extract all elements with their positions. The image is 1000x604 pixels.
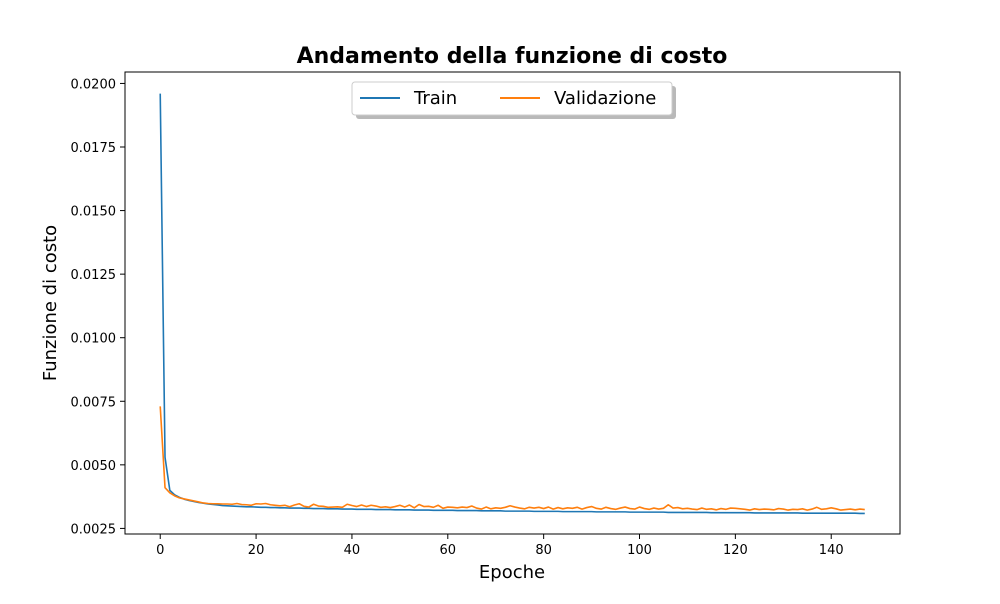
x-tick-label: 60 (440, 543, 457, 558)
series-line-validazione (159, 406, 865, 511)
x-tick-label: 0 (156, 543, 164, 558)
y-axis-label: Funzione di costo (40, 225, 61, 381)
x-tick-label: 100 (627, 543, 652, 558)
legend: Train Validazione (351, 81, 676, 119)
y-tick-label: 0.0200 (71, 77, 117, 92)
y-axis: 0.0025 0.0050 0.0075 0.0100 0.0125 0.0150 0.01… (71, 77, 125, 537)
x-tick-label: 20 (248, 543, 265, 558)
plot-background (125, 72, 900, 534)
x-tick-label: 140 (819, 543, 844, 558)
chart-title: Andamento della funzione di costo (297, 44, 728, 69)
series-line-train (159, 93, 865, 515)
x-axis-label: Epoche (479, 562, 545, 583)
y-tick-label: 0.0175 (71, 141, 117, 156)
y-tick-label: 0.0050 (71, 459, 117, 474)
y-tick-label: 0.0125 (71, 268, 117, 283)
legend-label-train: Train (413, 88, 457, 109)
x-tick-label: 80 (535, 543, 552, 558)
x-axis: 0 20 40 60 80 100 120 140 (156, 534, 844, 558)
y-tick-label: 0.0150 (71, 205, 117, 220)
legend-label-validazione: Validazione (554, 88, 656, 109)
plot-frame (124, 71, 901, 535)
x-tick-label: 40 (344, 543, 361, 558)
x-tick-label: 120 (723, 543, 748, 558)
y-tick-label: 0.0075 (71, 395, 117, 410)
y-tick-label: 0.0025 (71, 522, 117, 537)
y-tick-label: 0.0100 (71, 332, 117, 347)
series-layer (159, 93, 865, 515)
